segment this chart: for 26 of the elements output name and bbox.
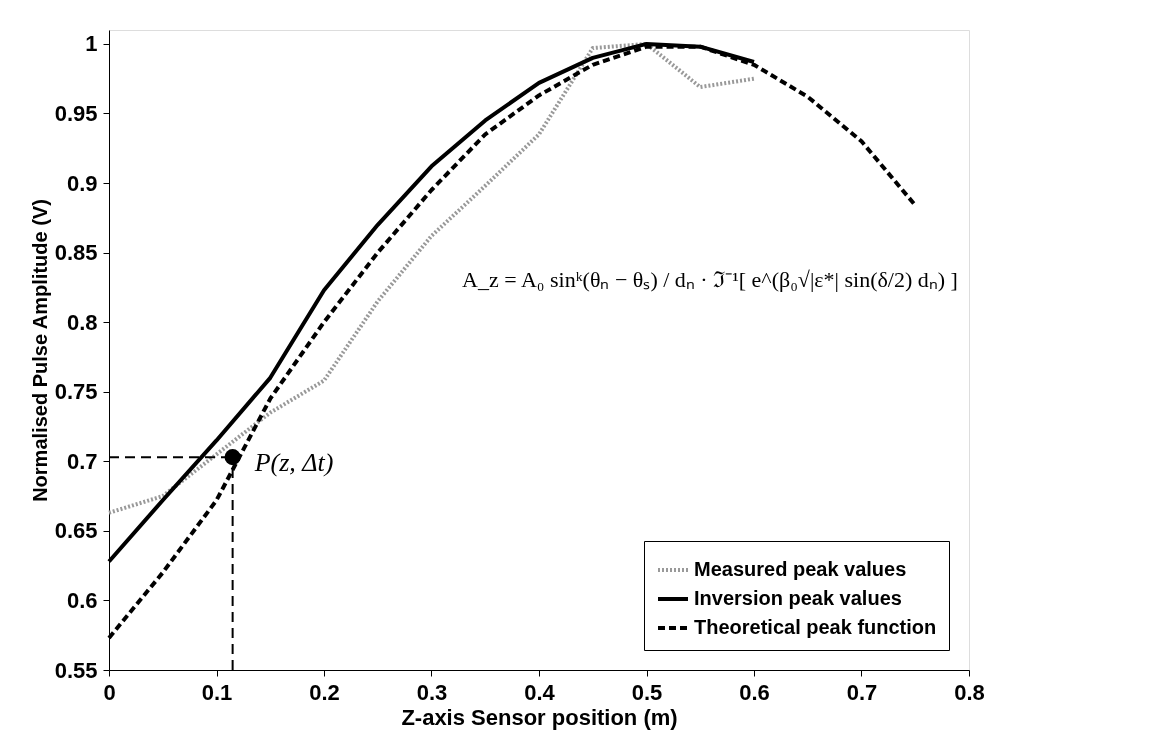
annotation: P(z, Δt)	[253, 448, 334, 478]
legend-label: Measured peak values	[694, 558, 907, 580]
legend-label: Theoretical peak function	[694, 616, 937, 638]
legend-label: Inversion peak values	[694, 587, 902, 609]
x-tick-label: 0.8	[954, 679, 985, 705]
y-tick-label: 0.7	[66, 448, 98, 474]
annotation: A_z = A₀ sinᵏ(θₙ − θₛ) / dₙ · ℑ⁻¹[ e^(β₀√|ε*| sin(δ/2) dₙ) ]	[462, 267, 958, 292]
y-tick-label: 0.65	[54, 518, 98, 544]
x-tick-label: 0.3	[416, 679, 448, 705]
x-tick-label: 0.4	[524, 679, 556, 705]
x-tick-label: 0.5	[631, 679, 663, 705]
y-tick-label: 0.6	[66, 587, 98, 613]
x-axis-title: Z-axis Sensor position (m)	[401, 704, 678, 730]
x-tick-label: 0.2	[309, 679, 340, 705]
y-tick-label: 0.8	[66, 309, 98, 335]
y-tick-label: 0.9	[66, 170, 98, 196]
x-tick-label: 0.6	[739, 679, 770, 705]
y-tick-label: 0.85	[54, 240, 98, 266]
x-tick-label: 0	[103, 679, 116, 705]
x-tick-label: 0.7	[846, 679, 878, 705]
x-tick-label: 0.1	[201, 679, 233, 705]
y-tick-label: 0.55	[54, 657, 98, 683]
y-tick-label: 0.75	[54, 379, 98, 405]
y-tick-label: 1	[85, 31, 98, 57]
y-tick-label: 0.95	[54, 100, 98, 126]
y-axis-title: Normalised Pulse Amplitude (V)	[28, 199, 51, 502]
